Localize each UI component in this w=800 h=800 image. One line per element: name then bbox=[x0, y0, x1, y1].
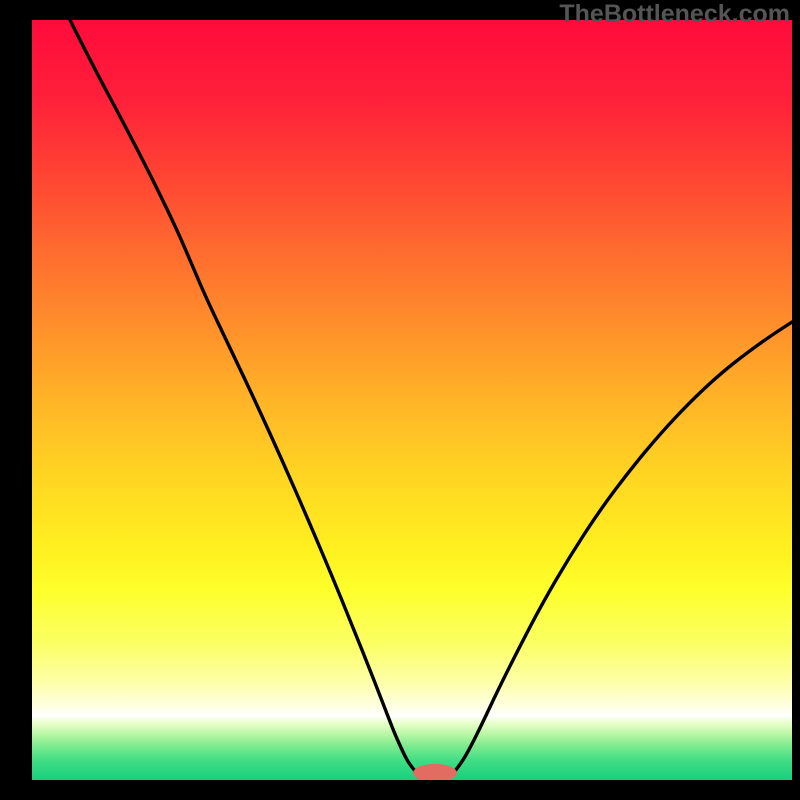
chart-frame: TheBottleneck.com bbox=[0, 0, 800, 800]
minimum-marker bbox=[413, 764, 457, 780]
bottleneck-right-curve bbox=[455, 322, 792, 771]
watermark-text: TheBottleneck.com bbox=[559, 0, 790, 29]
plot-area bbox=[32, 20, 792, 780]
bottleneck-left-curve bbox=[70, 20, 415, 771]
curve-layer bbox=[32, 20, 792, 780]
